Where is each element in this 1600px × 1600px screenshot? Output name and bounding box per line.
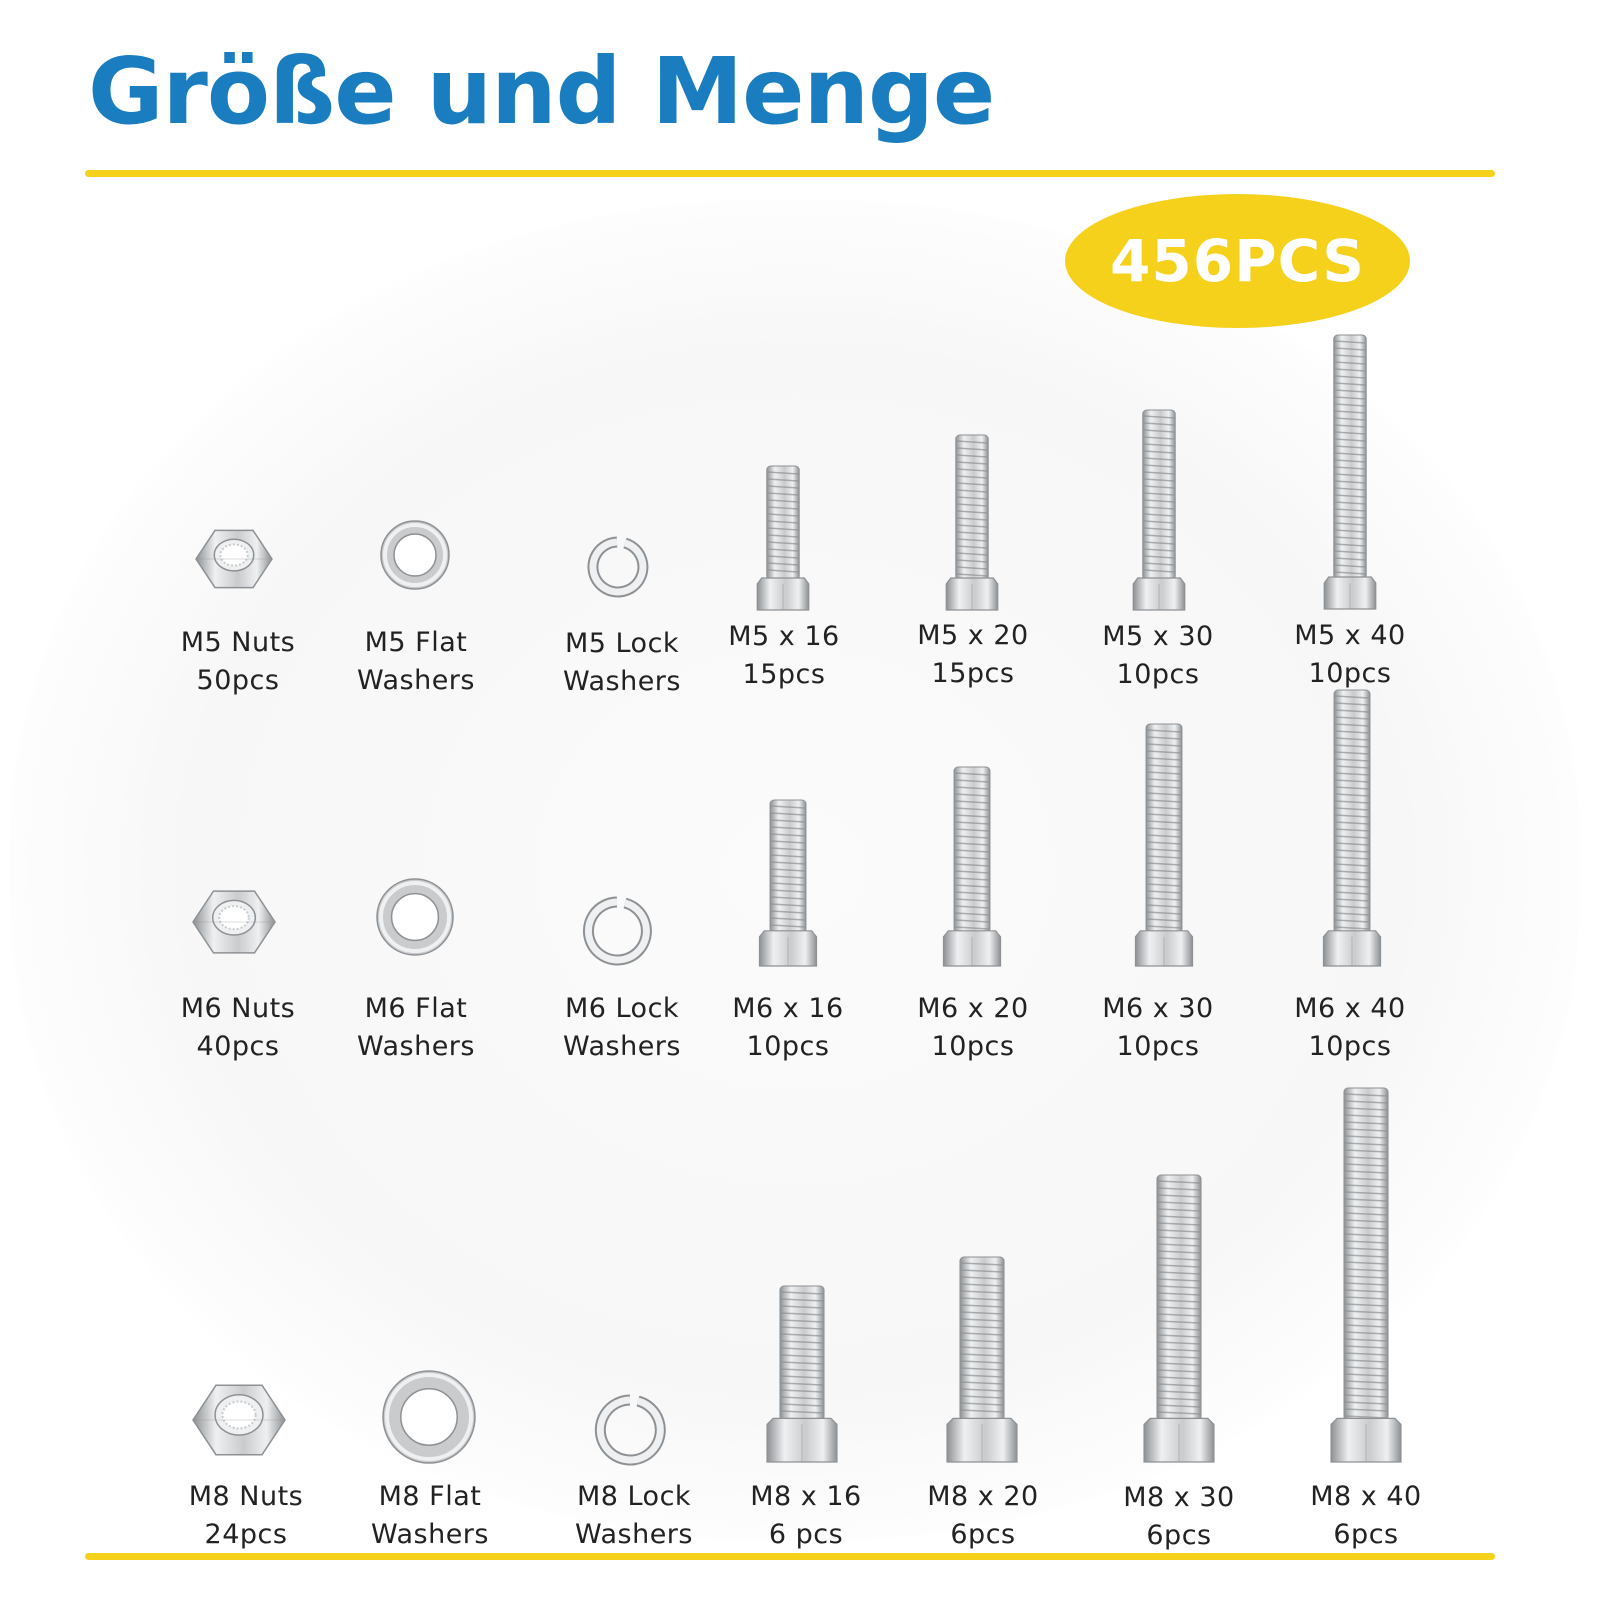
item-label: M5 x 30 10pcs — [1068, 618, 1248, 694]
item-name: M8 x 30 — [1123, 1482, 1235, 1513]
total-count-badge: 456PCS — [1065, 194, 1410, 328]
item-label: M6 x 16 10pcs — [698, 990, 878, 1066]
hex-bolt-icon — [1330, 1087, 1402, 1463]
hex-bolt-icon — [756, 465, 810, 611]
item-name: M6 x 30 — [1102, 993, 1214, 1024]
item-quantity: 15pcs — [931, 658, 1015, 689]
hex-nut-icon — [192, 890, 276, 954]
item-name: M6 Nuts — [180, 993, 296, 1024]
item-label: M5 x 40 10pcs — [1260, 617, 1440, 693]
item-quantity: 15pcs — [742, 659, 826, 690]
item-quantity: 6pcs — [950, 1519, 1016, 1550]
item-quantity: 6pcs — [1333, 1519, 1399, 1550]
item-label: M8 Lock Washers — [544, 1478, 724, 1554]
item-label: M8 x 20 6pcs — [893, 1478, 1073, 1554]
item-label: M8 x 16 6 pcs — [716, 1478, 896, 1554]
item-name: M5 x 40 — [1294, 620, 1406, 651]
item-quantity: Washers — [371, 1519, 489, 1550]
item-label: M8 Flat Washers — [340, 1478, 520, 1554]
item-name: M8 Nuts — [188, 1481, 304, 1512]
lock-washer-icon — [582, 896, 652, 966]
top-divider — [85, 170, 1495, 177]
hex-bolt-icon — [766, 1285, 838, 1463]
total-count-text: 456PCS — [1110, 227, 1365, 295]
hex-bolt-icon — [945, 434, 999, 611]
item-quantity: 10pcs — [931, 1031, 1015, 1062]
item-quantity: Washers — [563, 666, 681, 697]
item-name: M6 Flat — [364, 993, 468, 1024]
item-quantity: Washers — [357, 1031, 475, 1062]
item-label: M6 x 30 10pcs — [1068, 990, 1248, 1066]
item-name: M6 x 40 — [1294, 993, 1406, 1024]
item-label: M6 Lock Washers — [532, 990, 712, 1066]
item-quantity: Washers — [357, 665, 475, 696]
item-name: M5 Nuts — [180, 627, 296, 658]
item-name: M6 Lock — [564, 993, 680, 1024]
bottom-divider — [85, 1553, 1495, 1560]
item-quantity: 6pcs — [1146, 1520, 1212, 1551]
item-name: M6 x 20 — [917, 993, 1029, 1024]
item-label: M5 Lock Washers — [532, 625, 712, 701]
item-quantity: 10pcs — [1116, 1031, 1200, 1062]
item-label: M5 x 20 15pcs — [883, 617, 1063, 693]
item-name: M8 Lock — [576, 1481, 692, 1512]
hex-bolt-icon — [1323, 334, 1377, 610]
item-label: M6 x 40 10pcs — [1260, 990, 1440, 1066]
lock-washer-icon — [594, 1394, 666, 1466]
item-label: M6 Nuts 40pcs — [148, 990, 328, 1066]
item-name: M8 x 40 — [1310, 1481, 1422, 1512]
item-quantity: 10pcs — [746, 1031, 830, 1062]
item-quantity: 10pcs — [1308, 658, 1392, 689]
item-label: M6 x 20 10pcs — [883, 990, 1063, 1066]
item-quantity: Washers — [563, 1031, 681, 1062]
flat-washer-icon — [380, 520, 450, 590]
item-name: M6 x 16 — [732, 993, 844, 1024]
item-label: M8 Nuts 24pcs — [156, 1478, 336, 1554]
hex-bolt-icon — [946, 1256, 1018, 1463]
hex-bolt-icon — [1322, 689, 1382, 967]
item-label: M5 Nuts 50pcs — [148, 624, 328, 700]
item-quantity: 10pcs — [1308, 1031, 1392, 1062]
item-name: M5 x 30 — [1102, 621, 1214, 652]
lock-washer-icon — [587, 536, 649, 598]
hex-bolt-icon — [942, 766, 1002, 967]
item-name: M5 x 16 — [728, 621, 840, 652]
item-name: M8 x 20 — [927, 1481, 1039, 1512]
hex-bolt-icon — [1143, 1174, 1215, 1463]
hex-bolt-icon — [1134, 723, 1194, 967]
item-quantity: 10pcs — [1116, 659, 1200, 690]
hex-nut-icon — [192, 1384, 286, 1456]
item-quantity: 6 pcs — [768, 1519, 844, 1550]
item-name: M5 Flat — [364, 627, 468, 658]
page-title: Größe und Menge — [88, 38, 995, 145]
item-label: M8 x 40 6pcs — [1276, 1478, 1456, 1554]
item-quantity: 24pcs — [204, 1519, 288, 1550]
item-label: M8 x 30 6pcs — [1089, 1479, 1269, 1555]
item-quantity: Washers — [575, 1519, 693, 1550]
flat-washer-icon — [376, 878, 454, 956]
item-quantity: 50pcs — [196, 665, 280, 696]
item-name: M5 Lock — [564, 628, 680, 659]
flat-washer-icon — [382, 1370, 476, 1464]
hex-bolt-icon — [758, 799, 818, 967]
item-name: M5 x 20 — [917, 620, 1029, 651]
item-label: M6 Flat Washers — [326, 990, 506, 1066]
item-label: M5 x 16 15pcs — [694, 618, 874, 694]
hex-nut-icon — [195, 529, 273, 589]
hex-bolt-icon — [1132, 409, 1186, 611]
item-quantity: 40pcs — [196, 1031, 280, 1062]
item-label: M5 Flat Washers — [326, 624, 506, 700]
item-name: M8 Flat — [378, 1481, 482, 1512]
item-name: M8 x 16 — [750, 1481, 862, 1512]
